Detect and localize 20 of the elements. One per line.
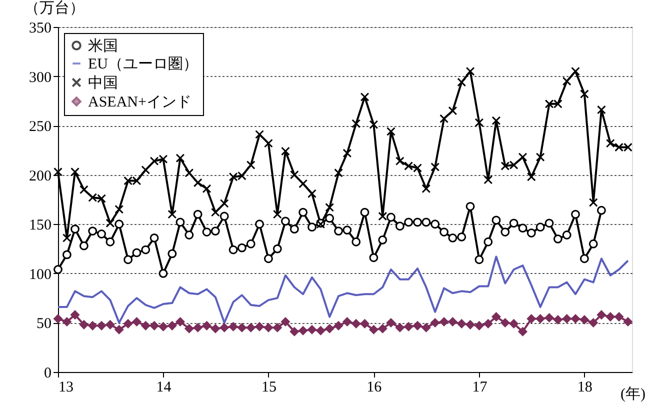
x-tick-label: 14 bbox=[156, 380, 172, 396]
y-axis-title: （万台） bbox=[24, 0, 84, 16]
x-tick-label: 15 bbox=[261, 380, 276, 396]
x-tick-label: 16 bbox=[366, 380, 382, 396]
legend-label: EU（ユーロ圏） bbox=[88, 56, 198, 72]
y-tick-label: 50 bbox=[36, 316, 52, 332]
y-tick-label: 150 bbox=[29, 218, 52, 234]
y-tick-label: 200 bbox=[29, 168, 52, 184]
y-tick-label: 300 bbox=[29, 70, 52, 86]
legend-label: ASEAN+インド bbox=[88, 94, 192, 110]
y-tick-label: 250 bbox=[29, 119, 52, 136]
y-tick-label: 350 bbox=[29, 20, 52, 36]
x-axis-title: (年) bbox=[620, 386, 646, 402]
x-tick-label: 18 bbox=[577, 380, 592, 396]
legend-label: 米国 bbox=[88, 38, 118, 54]
x-tick-label: 13 bbox=[58, 380, 74, 396]
y-tick-label: 100 bbox=[29, 266, 52, 283]
y-tick-label: 0 bbox=[44, 366, 52, 382]
x-tick-label: 17 bbox=[472, 380, 488, 396]
legend-label: 中国 bbox=[88, 74, 118, 92]
